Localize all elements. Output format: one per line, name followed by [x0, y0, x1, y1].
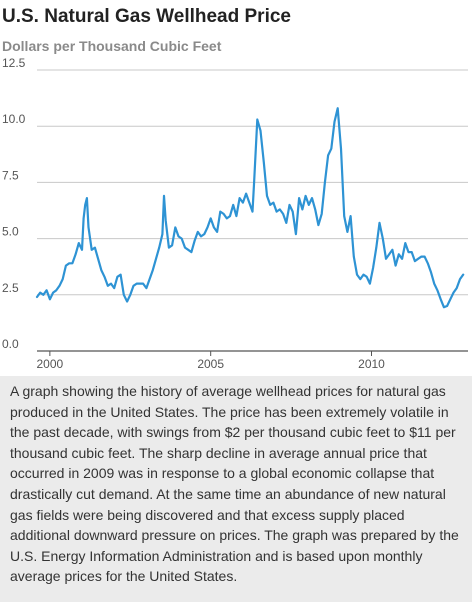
y-tick-label: 7.5 — [2, 168, 19, 182]
y-tick-label: 5.0 — [2, 225, 19, 239]
x-tick-label: 2000 — [37, 357, 64, 371]
y-tick-label: 12.5 — [2, 56, 26, 70]
chart-figure: 0.0 2.5 5.0 7.5 10.0 12.5 2000 2005 2010 U.S. Na… — [2, 6, 468, 371]
x-tick-label: 2010 — [358, 357, 385, 371]
caption-text: A graph showing the history of average w… — [10, 383, 459, 585]
caption-box: A graph showing the history of average w… — [0, 376, 472, 602]
chart-title: U.S. Natural Gas Wellhead Price — [2, 6, 291, 27]
y-tick-label: 2.5 — [2, 281, 19, 295]
chart-plot: 0.0 2.5 5.0 7.5 10.0 12.5 2000 2005 2010 — [2, 56, 468, 371]
chart-subtitle: Dollars per Thousand Cubic Feet — [2, 38, 222, 54]
y-tick-label: 10.0 — [2, 112, 26, 126]
series-line — [35, 107, 465, 309]
x-tick-label: 2005 — [197, 357, 224, 371]
y-tick-label: 0.0 — [2, 337, 19, 351]
